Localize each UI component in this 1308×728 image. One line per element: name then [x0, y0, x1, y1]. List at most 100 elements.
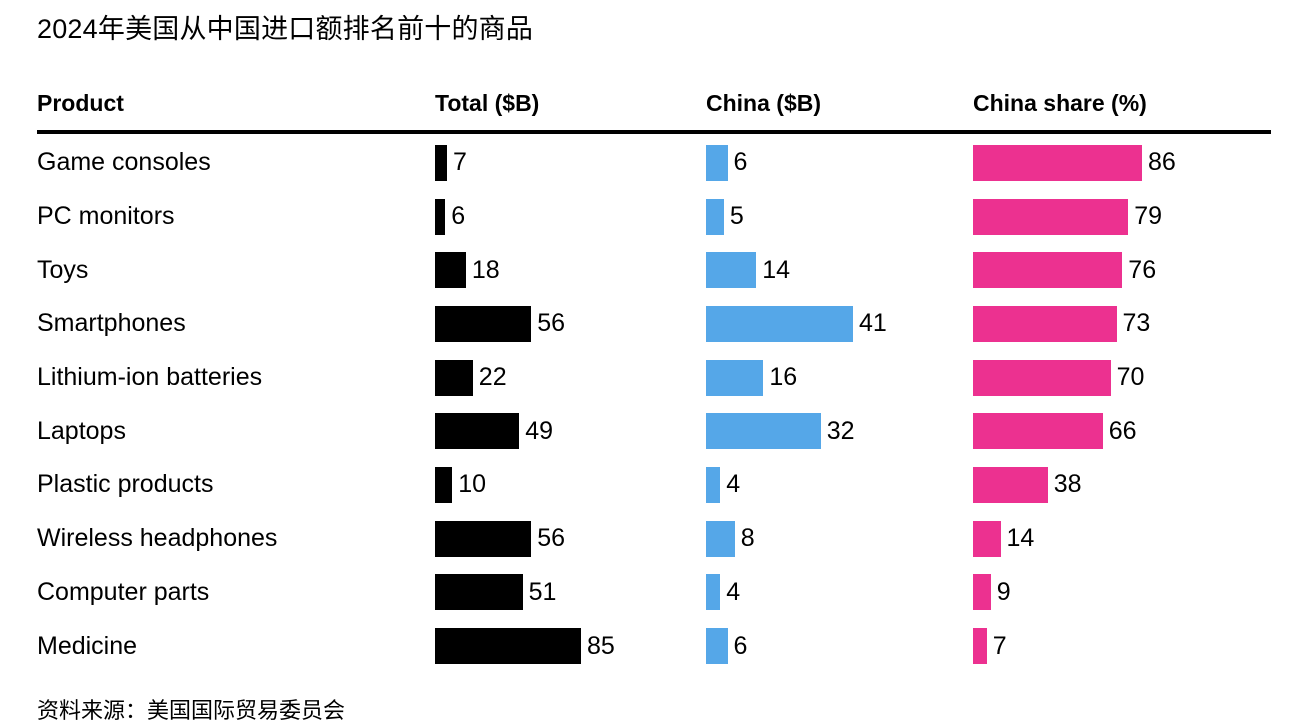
china-share-bar-cell: 79 — [973, 190, 1271, 244]
china-share-value: 14 — [1006, 524, 1035, 553]
column-header-total: Total ($B) — [435, 90, 540, 116]
total-bar — [435, 198, 446, 235]
total-bar — [435, 305, 532, 342]
product-label: Plastic products — [37, 470, 214, 499]
source-note: 资料来源：美国国际贸易委员会 — [37, 697, 346, 723]
total-bar-cell: 18 — [435, 243, 706, 297]
china-value: 4 — [726, 470, 741, 499]
total-value: 10 — [458, 470, 486, 499]
china-bar — [706, 359, 764, 396]
product-label: Smartphones — [37, 309, 186, 338]
china-value: 6 — [733, 148, 748, 177]
china-bar-cell: 14 — [706, 243, 973, 297]
china-share-bar-cell: 9 — [973, 566, 1271, 620]
china-share-bar — [973, 628, 987, 665]
china-value: 5 — [729, 202, 744, 231]
china-share-bar-cell: 14 — [973, 512, 1271, 566]
china-value: 4 — [726, 577, 741, 606]
product-label: Medicine — [37, 631, 138, 660]
product-label: Lithium-ion batteries — [37, 363, 263, 392]
total-bar-cell: 51 — [435, 566, 706, 620]
china-bar — [706, 574, 721, 611]
total-bar-cell: 22 — [435, 351, 706, 405]
china-bar — [706, 198, 724, 235]
china-bar-cell: 4 — [706, 566, 973, 620]
product-label: Wireless headphones — [37, 524, 278, 553]
total-bar — [435, 413, 520, 450]
column-header-china-share: China share (%) — [973, 90, 1147, 116]
total-bar — [435, 466, 453, 503]
china-share-bar-cell: 73 — [973, 297, 1271, 351]
china-bar-cell: 32 — [706, 404, 973, 458]
total-value: 56 — [537, 309, 565, 338]
china-bar — [706, 144, 728, 181]
total-bar — [435, 520, 532, 557]
chart-title: 2024年美国从中国进口额排名前十的商品 — [37, 14, 534, 44]
header-divider — [37, 130, 1271, 134]
table-row: Lithium-ion batteries 22 16 70 — [37, 351, 1271, 405]
total-bar-cell: 10 — [435, 458, 706, 512]
china-share-bar-cell: 76 — [973, 243, 1271, 297]
china-share-bar — [973, 252, 1123, 289]
china-share-bar-cell: 70 — [973, 351, 1271, 405]
total-bar-cell: 49 — [435, 404, 706, 458]
china-bar — [706, 466, 721, 503]
total-value: 49 — [525, 416, 553, 445]
total-bar — [435, 359, 473, 396]
china-value: 32 — [826, 416, 855, 445]
china-share-bar-cell: 66 — [973, 404, 1271, 458]
china-bar — [706, 252, 757, 289]
china-share-bar — [973, 144, 1142, 181]
china-bar-cell: 4 — [706, 458, 973, 512]
table-row: Medicine 85 6 7 — [37, 619, 1271, 673]
china-share-value: 38 — [1053, 470, 1082, 499]
china-share-bar — [973, 198, 1129, 235]
china-bar — [706, 413, 821, 450]
china-share-bar-cell: 86 — [973, 136, 1271, 190]
product-label: Game consoles — [37, 148, 211, 177]
table-row: Computer parts 51 4 9 — [37, 566, 1271, 620]
total-bar-cell: 56 — [435, 297, 706, 351]
table-row: Smartphones 56 41 73 — [37, 297, 1271, 351]
china-share-bar — [973, 359, 1111, 396]
product-label: Toys — [37, 255, 89, 284]
china-share-bar-cell: 38 — [973, 458, 1271, 512]
total-bar — [435, 144, 447, 181]
china-share-bar — [973, 413, 1103, 450]
table-row: Game consoles 7 6 86 — [37, 136, 1271, 190]
table-row: PC monitors 6 5 79 — [37, 190, 1271, 244]
china-share-value: 66 — [1108, 416, 1137, 445]
product-label: PC monitors — [37, 202, 175, 231]
total-bar — [435, 628, 581, 665]
total-bar — [435, 252, 466, 289]
china-value: 8 — [740, 524, 755, 553]
column-header-product: Product — [37, 90, 124, 116]
china-bar-cell: 5 — [706, 190, 973, 244]
total-value: 85 — [587, 631, 615, 660]
total-value: 56 — [537, 524, 565, 553]
china-bar — [706, 520, 735, 557]
china-share-value: 79 — [1134, 202, 1162, 231]
china-value: 16 — [769, 363, 798, 392]
china-share-bar — [973, 520, 1001, 557]
china-bar-cell: 6 — [706, 619, 973, 673]
china-share-value: 70 — [1116, 363, 1145, 392]
china-bar — [706, 628, 728, 665]
product-label: Laptops — [37, 416, 126, 445]
china-bar-cell: 8 — [706, 512, 973, 566]
total-bar-cell: 6 — [435, 190, 706, 244]
china-bar — [706, 305, 853, 342]
total-bar — [435, 574, 523, 611]
china-share-bar — [973, 574, 991, 611]
table-row: Laptops 49 32 66 — [37, 404, 1271, 458]
table-body: Game consoles 7 6 86 PC monitors 6 5 79 — [37, 136, 1271, 673]
china-share-value: 9 — [996, 577, 1011, 606]
china-value: 41 — [859, 309, 887, 338]
china-share-bar — [973, 466, 1048, 503]
total-value: 22 — [478, 363, 507, 392]
china-share-bar-cell: 7 — [973, 619, 1271, 673]
column-header-china: China ($B) — [706, 90, 821, 116]
china-share-value: 7 — [992, 631, 1007, 660]
total-bar-cell: 7 — [435, 136, 706, 190]
